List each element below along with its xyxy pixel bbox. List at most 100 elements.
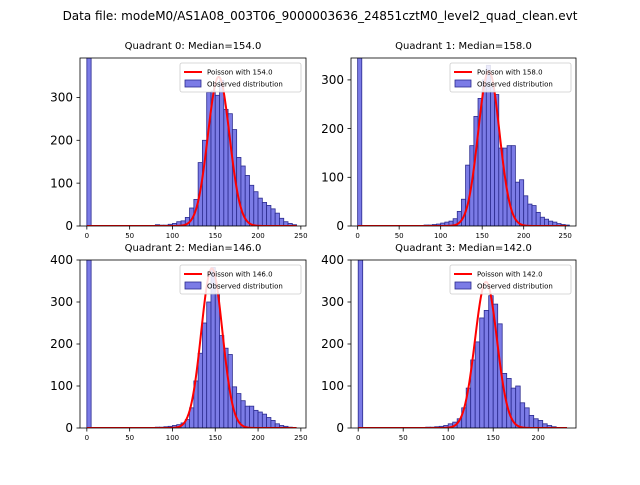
subplot-quadrant-3: Quadrant 3: Median=142.0 0 50 100 150 200 0 100… <box>321 243 577 442</box>
histogram-bar <box>257 411 263 428</box>
x-tick-label: 0 <box>355 232 359 240</box>
histogram-bar <box>506 145 512 226</box>
subplot-quadrant-1: Quadrant 1: Median=158.0 0 50 100 150 200 250 0… <box>321 41 577 240</box>
histogram-bar <box>86 260 92 428</box>
y-tick-label: 100 <box>321 171 344 185</box>
y-tick-label: 200 <box>321 337 344 351</box>
histogram-bar <box>357 58 363 226</box>
y-tick-label: 400 <box>321 253 344 267</box>
x-tick-label: 100 <box>166 232 179 240</box>
legend: Poisson with 154.0 Observed distribution <box>179 62 302 93</box>
legend-curve-label: Poisson with 142.0 <box>477 271 543 279</box>
histogram-bar <box>244 405 250 428</box>
subplot-quadrant-0: Quadrant 0: Median=154.0 0 50 100 150 200 250 0… <box>50 41 307 240</box>
subplot-quadrant-2: Quadrant 2: Median=146.0 0 50 100 150 200 250 0… <box>50 243 307 442</box>
histogram-bar <box>249 405 255 428</box>
histogram-bar <box>357 260 364 428</box>
x-tick-label: 50 <box>125 232 134 240</box>
x-tick-label: 0 <box>85 232 89 240</box>
histogram-bar <box>274 212 280 226</box>
figure-suptitle: Data file: modeM0/AS1A08_003T06_90000036… <box>63 9 578 23</box>
histogram-bar <box>488 295 494 428</box>
y-tick-label: 0 <box>336 421 344 435</box>
x-tick-label: 100 <box>166 434 179 442</box>
legend-bar-swatch <box>454 79 472 88</box>
legend: Poisson with 142.0 Observed distribution <box>449 264 572 295</box>
axes-frame <box>350 57 577 227</box>
y-tick-label: 0 <box>65 421 73 435</box>
legend-curve-label: Poisson with 158.0 <box>477 69 543 77</box>
histogram-bar <box>266 417 272 428</box>
legend-box <box>179 264 302 295</box>
x-tick-label: 150 <box>487 434 500 442</box>
y-tick-label: 300 <box>50 295 73 309</box>
x-tick-label: 250 <box>294 434 307 442</box>
legend: Poisson with 146.0 Observed distribution <box>179 264 302 295</box>
x-tick-label: 250 <box>559 232 572 240</box>
histogram-bar <box>249 184 255 226</box>
axes-frame <box>79 57 307 227</box>
poisson-curve <box>358 280 567 428</box>
y-tick-label: 300 <box>321 73 344 87</box>
y-tick-label: 200 <box>321 122 344 136</box>
y-tick-label: 200 <box>50 337 73 351</box>
histogram-bar <box>527 203 533 226</box>
poisson-curve <box>86 267 297 428</box>
histogram-bar <box>533 418 539 428</box>
x-tick-label: 100 <box>434 232 447 240</box>
histogram-bar <box>535 211 541 226</box>
histogram-bar <box>524 407 530 428</box>
x-tick-label: 50 <box>399 434 408 442</box>
legend-bar-label: Observed distribution <box>477 81 553 89</box>
subplot-title: Quadrant 1: Median=158.0 <box>395 41 532 52</box>
x-tick-label: 200 <box>251 232 264 240</box>
x-tick-label: 250 <box>294 232 307 240</box>
legend: Poisson with 158.0 Observed distribution <box>449 62 572 93</box>
histogram-bar <box>528 414 535 428</box>
x-tick-label: 0 <box>356 434 360 442</box>
histogram-bar <box>490 86 496 226</box>
histogram-bar <box>515 385 521 428</box>
legend-bar-label: Observed distribution <box>207 81 283 89</box>
histogram-bar <box>481 79 487 226</box>
histogram-bar <box>483 309 490 428</box>
legend-box <box>449 264 572 295</box>
y-tick-label: 0 <box>336 219 344 233</box>
subplot-title: Quadrant 2: Median=146.0 <box>125 243 262 254</box>
y-tick-label: 100 <box>321 379 344 393</box>
histogram-bar <box>253 409 259 428</box>
histogram-bar <box>279 217 285 226</box>
histogram-bar <box>537 420 544 428</box>
x-tick-label: 0 <box>85 434 89 442</box>
histogram-bar <box>257 197 263 226</box>
subplot-title: Quadrant 0: Median=154.0 <box>125 41 262 52</box>
legend-box <box>179 62 302 93</box>
histogram-bar <box>206 301 212 428</box>
legend-bar-label: Observed distribution <box>477 283 553 291</box>
legend-curve-label: Poisson with 146.0 <box>207 271 273 279</box>
legend-bar-label: Observed distribution <box>207 283 283 291</box>
legend-bar-swatch <box>184 281 202 290</box>
x-tick-label: 50 <box>395 232 404 240</box>
histogram-bar <box>544 218 550 226</box>
y-tick-label: 200 <box>50 133 73 147</box>
x-tick-label: 100 <box>442 434 455 442</box>
legend-box <box>449 62 572 93</box>
histogram-bar <box>219 335 225 428</box>
x-tick-label: 200 <box>517 232 530 240</box>
histogram-bar <box>214 94 220 226</box>
histogram-bar <box>519 179 525 226</box>
y-tick-label: 300 <box>50 91 73 105</box>
x-tick-label: 200 <box>251 434 264 442</box>
x-tick-label: 50 <box>125 434 134 442</box>
histogram-bar <box>270 208 276 226</box>
x-tick-label: 150 <box>209 232 222 240</box>
subplot-title: Quadrant 3: Median=142.0 <box>395 243 532 254</box>
histogram-bar <box>261 413 268 428</box>
histogram-bar <box>219 79 225 226</box>
legend-curve-label: Poisson with 154.0 <box>207 69 273 77</box>
histogram-bar <box>266 205 272 226</box>
x-tick-label: 200 <box>532 434 545 442</box>
